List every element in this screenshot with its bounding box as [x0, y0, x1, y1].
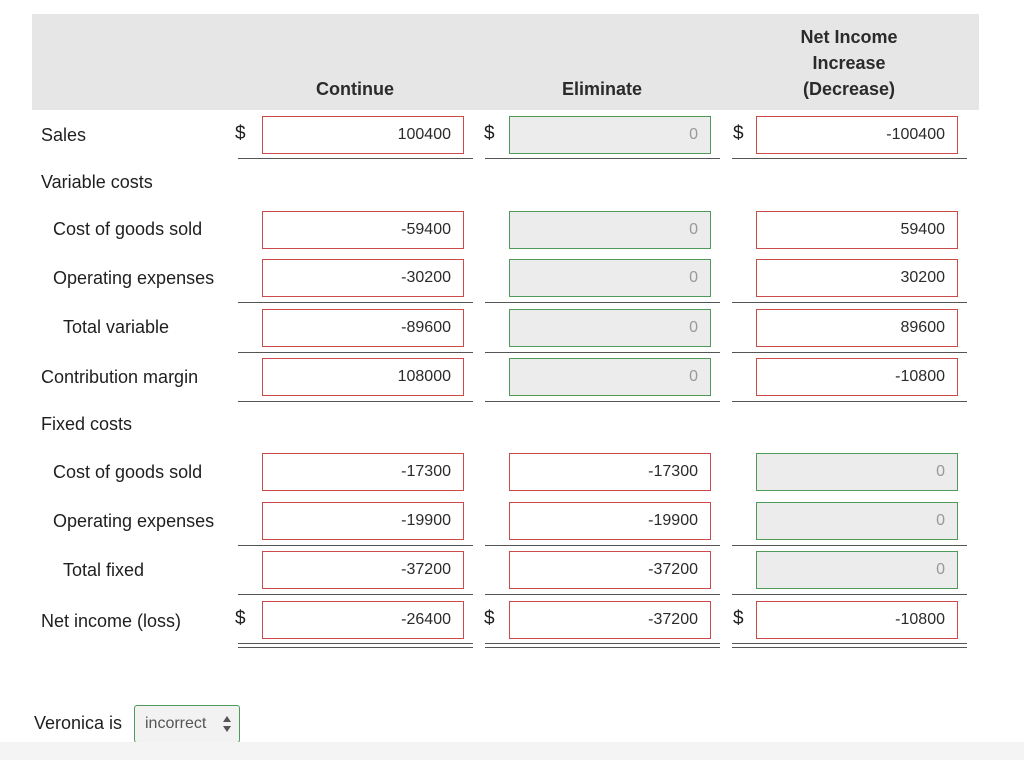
row-label-fix-opex: Operating expenses — [53, 511, 215, 531]
column-header-continue: Continue — [316, 79, 394, 99]
double-underline — [732, 643, 967, 648]
row-underline — [485, 352, 720, 353]
currency-symbol: $ — [235, 123, 246, 144]
conclusion-select-value: incorrect — [145, 715, 207, 732]
contribution-margin-net-input[interactable]: -10800 — [756, 358, 958, 396]
total-variable-eliminate-input: 0 — [509, 309, 711, 347]
row-underline — [732, 401, 967, 402]
row-label-var-opex: Operating expenses — [53, 268, 215, 288]
conclusion-label: Veronica is — [34, 713, 123, 733]
row-label-var-cogs: Cost of goods sold — [53, 219, 203, 239]
currency-symbol: $ — [733, 608, 744, 629]
fix-opex-net-input: 0 — [756, 502, 958, 540]
column-header-net-income: Net Income Increase (Decrease) — [756, 24, 942, 102]
row-label-variable-costs: Variable costs — [41, 172, 153, 192]
fix-opex-eliminate-input[interactable]: -19900 — [509, 502, 711, 540]
total-variable-net-input[interactable]: 89600 — [756, 309, 958, 347]
fix-cogs-continue-input[interactable]: -17300 — [262, 453, 464, 491]
row-underline — [485, 158, 720, 159]
page-footer-strip — [0, 742, 1024, 760]
var-cogs-continue-input[interactable]: -59400 — [262, 211, 464, 249]
double-underline — [238, 643, 473, 648]
net-income-net-input[interactable]: -10800 — [756, 601, 958, 639]
column-header-eliminate: Eliminate — [561, 79, 643, 99]
row-underline — [238, 352, 473, 353]
total-fixed-net-input: 0 — [756, 551, 958, 589]
total-variable-continue-input[interactable]: -89600 — [262, 309, 464, 347]
sales-net-input[interactable]: -100400 — [756, 116, 958, 154]
row-underline — [485, 302, 720, 303]
sales-eliminate-input: 0 — [509, 116, 711, 154]
row-underline — [732, 302, 967, 303]
double-underline — [485, 643, 720, 648]
row-underline — [732, 352, 967, 353]
fix-opex-continue-input[interactable]: -19900 — [262, 502, 464, 540]
conclusion-select[interactable]: incorrect — [134, 705, 240, 743]
var-opex-continue-input[interactable]: -30200 — [262, 259, 464, 297]
row-label-fixed-costs: Fixed costs — [41, 414, 133, 434]
net-income-continue-input[interactable]: -26400 — [262, 601, 464, 639]
row-label-sales: Sales — [41, 125, 87, 145]
row-underline — [238, 158, 473, 159]
total-fixed-eliminate-input[interactable]: -37200 — [509, 551, 711, 589]
row-underline — [238, 401, 473, 402]
total-fixed-continue-input[interactable]: -37200 — [262, 551, 464, 589]
row-label-total-fixed: Total fixed — [63, 560, 145, 580]
column-header-net-line3: (Decrease) — [802, 79, 896, 99]
row-underline — [238, 594, 473, 595]
row-underline — [485, 545, 720, 546]
currency-symbol: $ — [484, 608, 495, 629]
var-opex-eliminate-input: 0 — [509, 259, 711, 297]
row-underline — [485, 594, 720, 595]
select-arrows-icon — [223, 716, 231, 732]
column-header-net-line1: Net Income — [800, 27, 898, 47]
contribution-margin-eliminate-input: 0 — [509, 358, 711, 396]
row-underline — [732, 545, 967, 546]
table-header — [32, 14, 979, 110]
row-underline — [485, 401, 720, 402]
var-opex-net-input[interactable]: 30200 — [756, 259, 958, 297]
var-cogs-eliminate-input: 0 — [509, 211, 711, 249]
row-underline — [732, 158, 967, 159]
row-label-contribution-margin: Contribution margin — [41, 367, 199, 387]
row-underline — [238, 545, 473, 546]
net-income-eliminate-input[interactable]: -37200 — [509, 601, 711, 639]
sales-continue-input[interactable]: 100400 — [262, 116, 464, 154]
currency-symbol: $ — [484, 123, 495, 144]
var-cogs-net-input[interactable]: 59400 — [756, 211, 958, 249]
fix-cogs-net-input: 0 — [756, 453, 958, 491]
row-label-net-income: Net income (loss) — [41, 611, 182, 631]
currency-symbol: $ — [235, 608, 246, 629]
row-underline — [732, 594, 967, 595]
row-label-total-variable: Total variable — [63, 317, 170, 337]
row-label-fix-cogs: Cost of goods sold — [53, 462, 203, 482]
contribution-margin-continue-input[interactable]: 108000 — [262, 358, 464, 396]
currency-symbol: $ — [733, 123, 744, 144]
column-header-net-line2: Increase — [812, 53, 886, 73]
fix-cogs-eliminate-input[interactable]: -17300 — [509, 453, 711, 491]
row-underline — [238, 302, 473, 303]
